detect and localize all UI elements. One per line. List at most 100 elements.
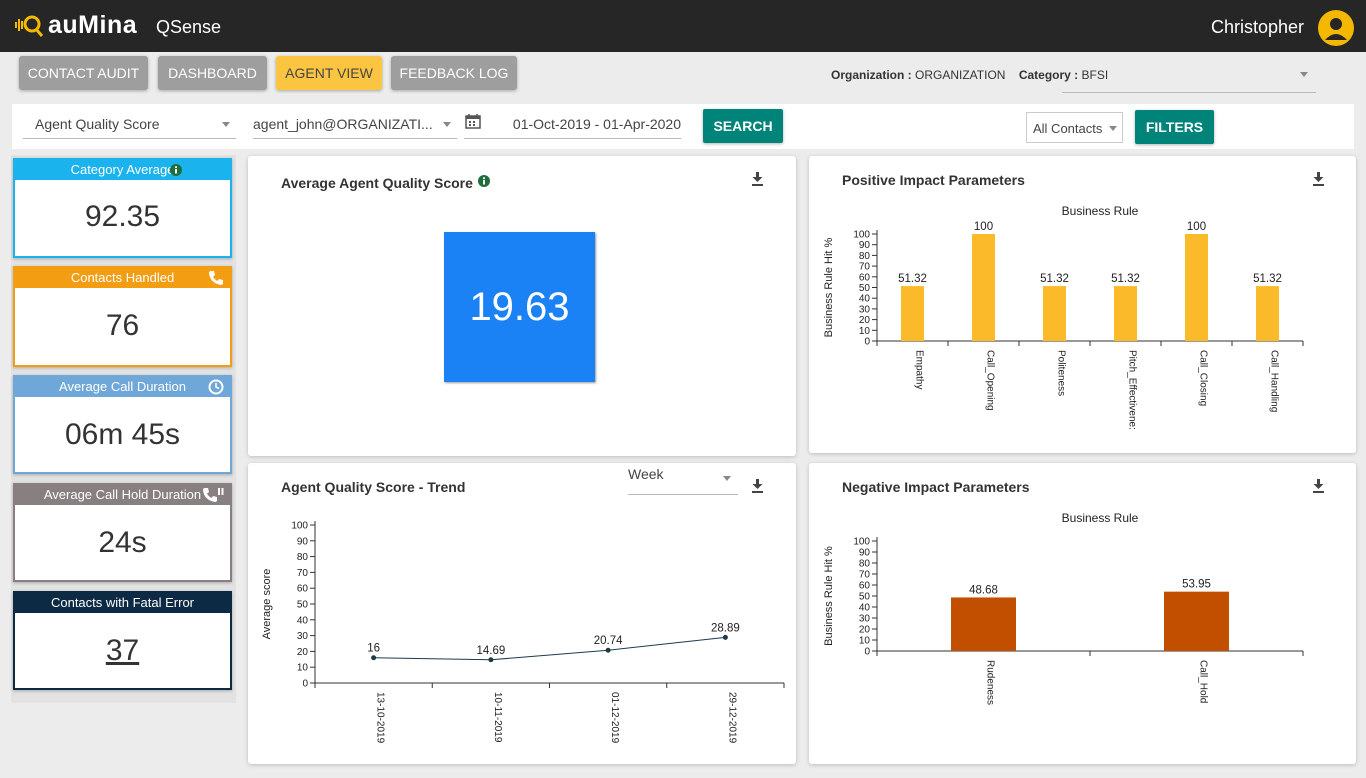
filters-button[interactable]: FILTERS (1135, 110, 1214, 144)
download-icon[interactable] (751, 172, 764, 186)
metric-select[interactable]: Agent Quality Score (23, 109, 236, 139)
data-label: 14.69 (476, 645, 505, 657)
nav-agent-view[interactable]: AGENT VIEW (276, 56, 382, 90)
bar-value-label: 51.32 (1111, 273, 1140, 285)
negative-panel-title: Negative Impact Parameters (842, 479, 1030, 495)
kpi-value-link[interactable]: 37 (105, 634, 140, 667)
bar-value-label: 53.95 (1182, 579, 1211, 591)
data-label: 20.74 (594, 635, 623, 647)
y-tick-label: 100 (853, 537, 870, 548)
x-tick-label: Call_Handling (1269, 350, 1280, 412)
kpi-header: Contacts Handled (15, 268, 230, 288)
user-avatar-icon (1325, 18, 1347, 40)
y-tick-label: 20 (859, 315, 871, 326)
bar (1114, 286, 1137, 341)
agent-select-value: agent_john@ORGANIZATI... (253, 116, 433, 132)
bar (1185, 234, 1208, 341)
x-tick-label: Rudeness (985, 660, 996, 705)
x-tick-label: Call_Closing (1198, 350, 1209, 406)
data-label: 28.89 (711, 622, 740, 634)
clock-icon (208, 379, 224, 395)
top-bar: auMina QSense Christopher (0, 0, 1366, 52)
y-tick-label: 80 (859, 559, 871, 570)
bar-value-label: 48.68 (969, 584, 998, 596)
download-icon[interactable] (1312, 172, 1325, 186)
chevron-down-icon (1109, 126, 1117, 131)
org-value: ORGANIZATION (915, 68, 1006, 82)
y-tick-label: 70 (297, 568, 309, 579)
y-tick-label: 60 (859, 272, 871, 283)
y-tick-label: 20 (859, 625, 871, 636)
chevron-down-icon (723, 476, 731, 481)
x-tick-label: Call_Opening (985, 350, 996, 411)
chevron-down-icon (443, 122, 451, 127)
y-tick-label: 100 (291, 521, 308, 532)
data-point (488, 657, 494, 663)
chevron-down-icon (222, 122, 230, 127)
y-tick-label: 30 (297, 631, 309, 642)
y-tick-label: 0 (864, 337, 870, 348)
y-tick-label: 20 (297, 647, 309, 658)
data-point (371, 655, 377, 661)
kpi-category-average[interactable]: Category Average 92.35 (13, 158, 232, 258)
category-value[interactable]: BFSI (1081, 68, 1109, 82)
bar-value-label: 51.32 (898, 273, 927, 285)
panel-title: Average Agent Quality Score (281, 175, 490, 191)
avatar[interactable] (1318, 10, 1354, 46)
bar (1043, 286, 1066, 341)
chevron-down-icon[interactable] (1300, 72, 1308, 77)
org-label: Organization : (831, 68, 912, 82)
logo-wave-icon (15, 15, 44, 37)
y-tick-label: 50 (859, 592, 871, 603)
kpi-label: Average Call Hold Duration (43, 487, 202, 502)
phone-hold-icon (203, 488, 224, 502)
x-tick-label: 29-12-2019 (726, 692, 737, 744)
info-icon[interactable] (170, 164, 182, 176)
phone-icon (209, 271, 223, 285)
y-tick-label: 0 (302, 679, 308, 690)
period-select[interactable]: Week (628, 466, 738, 495)
kpi-contacts-handled[interactable]: Contacts Handled 76 (13, 266, 232, 367)
kpi-value: 92.35 (84, 200, 161, 233)
kpi-average-call-duration[interactable]: Average Call Duration 06m 45s (13, 375, 232, 474)
chart-title: Business Rule (1062, 511, 1139, 525)
kpi-header: Average Call Hold Duration (15, 485, 230, 505)
agent-select[interactable]: agent_john@ORGANIZATI... (253, 109, 457, 139)
user-name[interactable]: Christopher (1210, 17, 1304, 37)
y-tick-label: 70 (859, 570, 871, 581)
date-range-input[interactable]: 01-Oct-2019 - 01-Apr-2020 (464, 109, 681, 139)
brand-logo[interactable]: auMina (14, 10, 137, 40)
bar-value-label: 100 (974, 221, 993, 233)
kpi-average-call-hold-duration[interactable]: Average Call Hold Duration 24s (13, 483, 232, 582)
y-tick-label: 90 (859, 548, 871, 559)
kpi-label: Average Call Duration (59, 379, 186, 394)
series-line (373, 636, 726, 661)
download-icon[interactable] (751, 479, 764, 493)
contacts-select[interactable]: All Contacts (1026, 112, 1123, 143)
y-tick-label: 40 (859, 603, 871, 614)
org-info: Organization : ORGANIZATION Category : B… (831, 68, 1108, 82)
data-point (605, 647, 611, 653)
y-tick-label: 0 (864, 647, 870, 658)
contacts-select-value: All Contacts (1033, 121, 1103, 136)
kpi-contacts-fatal-error[interactable]: Contacts with Fatal Error 37 (13, 591, 232, 690)
nav-feedback-log[interactable]: FEEDBACK LOG (391, 56, 517, 90)
kpi-value: 76 (105, 309, 140, 342)
y-tick-label: 10 (859, 326, 871, 337)
trend-chart: 0 10 20 30 40 50 60 70 80 90 100 Average score 16 13-… (261, 521, 785, 744)
bar-value-label: 100 (1187, 221, 1206, 233)
category-select-underline[interactable] (1062, 92, 1316, 93)
y-tick-label: 50 (297, 600, 309, 611)
y-tick-label: 100 (853, 230, 870, 241)
info-icon[interactable] (477, 175, 490, 187)
download-icon[interactable] (1312, 479, 1325, 493)
bar-value-label: 51.32 (1040, 273, 1069, 285)
calendar-icon[interactable] (465, 113, 481, 129)
bar (972, 234, 995, 341)
x-tick-label: Politeness (1056, 350, 1067, 396)
nav-dashboard[interactable]: DASHBOARD (158, 56, 267, 90)
search-button[interactable]: SEARCH (703, 109, 783, 143)
bar (1256, 286, 1279, 341)
nav-contact-audit[interactable]: CONTACT AUDIT (19, 56, 148, 90)
kpi-label: Contacts with Fatal Error (50, 595, 195, 610)
